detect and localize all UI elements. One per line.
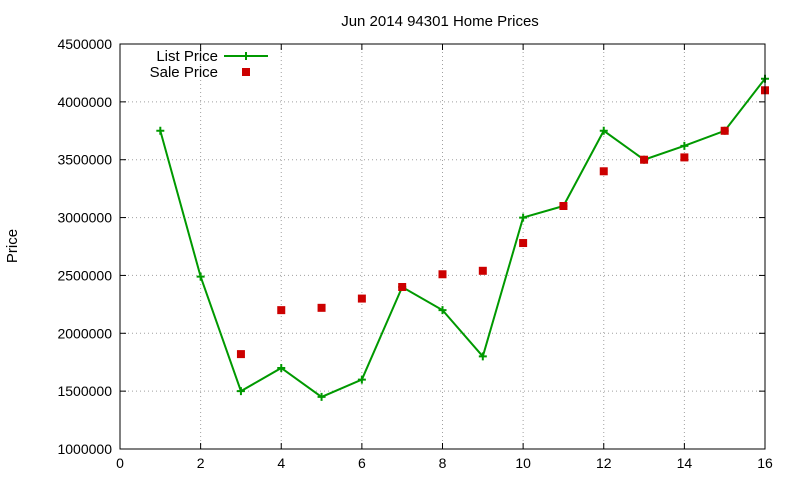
legend-label: List Price xyxy=(156,48,218,65)
x-tick-label: 16 xyxy=(757,455,773,471)
data-point xyxy=(478,352,487,361)
data-point xyxy=(317,392,326,401)
series-layer xyxy=(156,74,769,401)
data-point xyxy=(519,213,528,222)
x-tick-label: 8 xyxy=(439,455,447,471)
series-1 xyxy=(156,74,769,401)
data-point xyxy=(640,155,649,164)
data-point xyxy=(478,266,487,275)
x-tick-label: 2 xyxy=(197,455,205,471)
legend-label: Sale Price xyxy=(150,64,218,81)
grid xyxy=(120,44,765,449)
y-axis-label: Price xyxy=(4,229,21,263)
series-line xyxy=(159,78,766,399)
y-tick-label: 2000000 xyxy=(57,325,112,341)
data-point xyxy=(680,153,689,162)
data-point xyxy=(599,126,608,135)
data-point xyxy=(438,306,447,315)
x-tick-label: 4 xyxy=(277,455,285,471)
data-point xyxy=(236,350,245,359)
data-point xyxy=(357,294,366,303)
data-point xyxy=(438,270,447,279)
data-point xyxy=(559,202,568,210)
y-tick-label: 4000000 xyxy=(57,94,112,110)
data-point xyxy=(277,364,286,372)
data-point xyxy=(519,239,528,248)
data-point xyxy=(357,375,366,384)
x-tick-label: 14 xyxy=(677,455,693,471)
legend-marker xyxy=(242,52,250,60)
plot-frame xyxy=(119,43,766,450)
data-point xyxy=(156,126,165,135)
y-tick-label: 2500000 xyxy=(57,267,112,283)
data-point xyxy=(196,272,205,281)
data-point xyxy=(720,126,729,135)
axis-ticks: 0 2 4 6 8 10 12 14 16 1000000 1500000 2000000 250000… xyxy=(57,36,773,471)
x-tick-label: 6 xyxy=(358,455,366,471)
series-2 xyxy=(236,86,769,359)
data-point xyxy=(317,303,326,312)
x-tick-label: 10 xyxy=(515,455,531,471)
x-tick-label: 0 xyxy=(116,455,124,471)
data-point xyxy=(398,283,407,291)
y-tick-label: 3000000 xyxy=(57,210,112,226)
y-tick-label: 1000000 xyxy=(57,441,112,457)
data-point xyxy=(680,141,689,150)
y-tick-label: 4500000 xyxy=(57,36,112,52)
legend-marker xyxy=(242,68,250,76)
data-point xyxy=(236,387,245,396)
data-point xyxy=(277,306,286,315)
y-tick-label: 1500000 xyxy=(57,383,112,399)
x-tick-label: 12 xyxy=(596,455,612,471)
chart-title: Jun 2014 94301 Home Prices xyxy=(341,13,539,30)
data-point xyxy=(599,167,608,176)
y-tick-label: 3500000 xyxy=(57,152,112,168)
